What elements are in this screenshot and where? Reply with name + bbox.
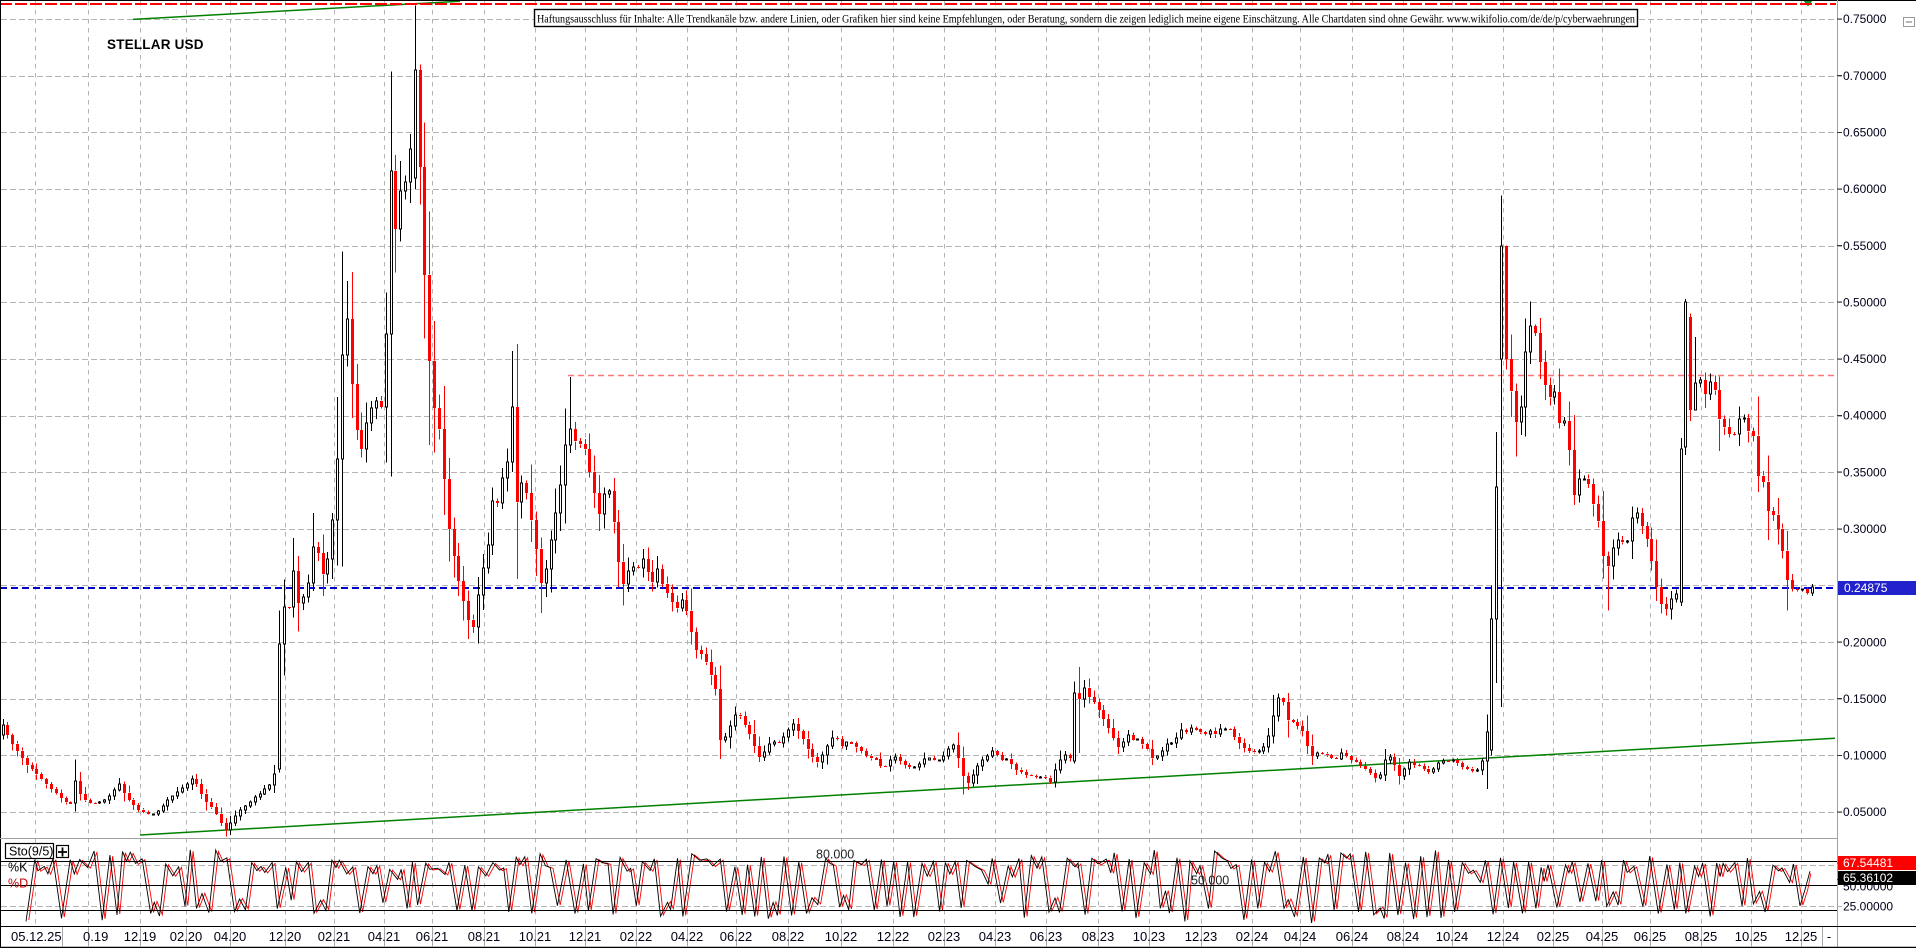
svg-text:06.22: 06.22: [720, 929, 753, 944]
svg-text:0.20000: 0.20000: [1843, 635, 1887, 649]
svg-text:08.22: 08.22: [772, 929, 805, 944]
svg-text:0.15000: 0.15000: [1843, 692, 1887, 706]
svg-text:0.24875: 0.24875: [1844, 581, 1888, 595]
svg-text:02.24: 02.24: [1236, 929, 1269, 944]
svg-text:02.22: 02.22: [620, 929, 653, 944]
svg-text:04.20: 04.20: [214, 929, 247, 944]
svg-text:10.21: 10.21: [519, 929, 552, 944]
svg-text:12.24: 12.24: [1487, 929, 1520, 944]
svg-text:67.54481: 67.54481: [1843, 856, 1893, 870]
svg-text:0.10000: 0.10000: [1843, 749, 1887, 763]
svg-text:0.55000: 0.55000: [1843, 239, 1887, 253]
svg-text:0.30000: 0.30000: [1843, 522, 1887, 536]
svg-text:08.25: 08.25: [1685, 929, 1718, 944]
svg-text:0.70000: 0.70000: [1843, 69, 1887, 83]
svg-text:10.23: 10.23: [1133, 929, 1166, 944]
svg-text:65.36102: 65.36102: [1843, 871, 1893, 885]
svg-text:04.23: 04.23: [979, 929, 1012, 944]
svg-text:0.40000: 0.40000: [1843, 409, 1887, 423]
svg-text:12.22: 12.22: [877, 929, 910, 944]
svg-text:12.23: 12.23: [1185, 929, 1218, 944]
svg-text:0.65000: 0.65000: [1843, 126, 1887, 140]
svg-text:50.000: 50.000: [1191, 874, 1229, 888]
svg-text:05.12.25: 05.12.25: [11, 929, 62, 944]
svg-text:25.00000: 25.00000: [1843, 899, 1893, 913]
svg-text:10.25: 10.25: [1735, 929, 1768, 944]
svg-text:04.25: 04.25: [1586, 929, 1619, 944]
svg-text:10.22: 10.22: [825, 929, 858, 944]
svg-text:08.23: 08.23: [1082, 929, 1115, 944]
svg-text:0.50000: 0.50000: [1843, 295, 1887, 309]
svg-text:06.23: 06.23: [1030, 929, 1063, 944]
svg-text:12.21: 12.21: [569, 929, 602, 944]
svg-text:12.19: 12.19: [124, 929, 157, 944]
svg-text:08.21: 08.21: [468, 929, 501, 944]
svg-text:02.21: 02.21: [318, 929, 351, 944]
svg-text:06.24: 06.24: [1336, 929, 1369, 944]
svg-text:0.35000: 0.35000: [1843, 465, 1887, 479]
svg-text:STELLAR USD: STELLAR USD: [107, 37, 204, 52]
svg-text:0.05000: 0.05000: [1843, 805, 1887, 819]
svg-text:02.25: 02.25: [1537, 929, 1570, 944]
svg-text:12.20: 12.20: [269, 929, 302, 944]
svg-text:%K: %K: [8, 861, 28, 875]
svg-text:Haftungsausschluss für Inhalte: Haftungsausschluss für Inhalte: Alle Tre…: [537, 12, 1635, 26]
svg-text:Sto(9/5): Sto(9/5): [9, 845, 53, 859]
svg-text:0.75000: 0.75000: [1843, 12, 1887, 26]
svg-text:%D: %D: [8, 877, 28, 891]
svg-text:04.24: 04.24: [1284, 929, 1317, 944]
svg-text:04.21: 04.21: [368, 929, 401, 944]
svg-text:80.000: 80.000: [816, 848, 854, 862]
svg-text:0.60000: 0.60000: [1843, 182, 1887, 196]
svg-text:06.21: 06.21: [416, 929, 449, 944]
svg-text:08.24: 08.24: [1387, 929, 1420, 944]
svg-text:12.25: 12.25: [1785, 929, 1818, 944]
svg-text:02.20: 02.20: [170, 929, 203, 944]
svg-text:-: -: [1827, 929, 1831, 944]
svg-text:02.23: 02.23: [928, 929, 961, 944]
svg-text:06.25: 06.25: [1634, 929, 1667, 944]
svg-text:0.19: 0.19: [83, 929, 108, 944]
svg-text:10.24: 10.24: [1436, 929, 1469, 944]
svg-text:04.22: 04.22: [671, 929, 704, 944]
svg-text:0.45000: 0.45000: [1843, 352, 1887, 366]
